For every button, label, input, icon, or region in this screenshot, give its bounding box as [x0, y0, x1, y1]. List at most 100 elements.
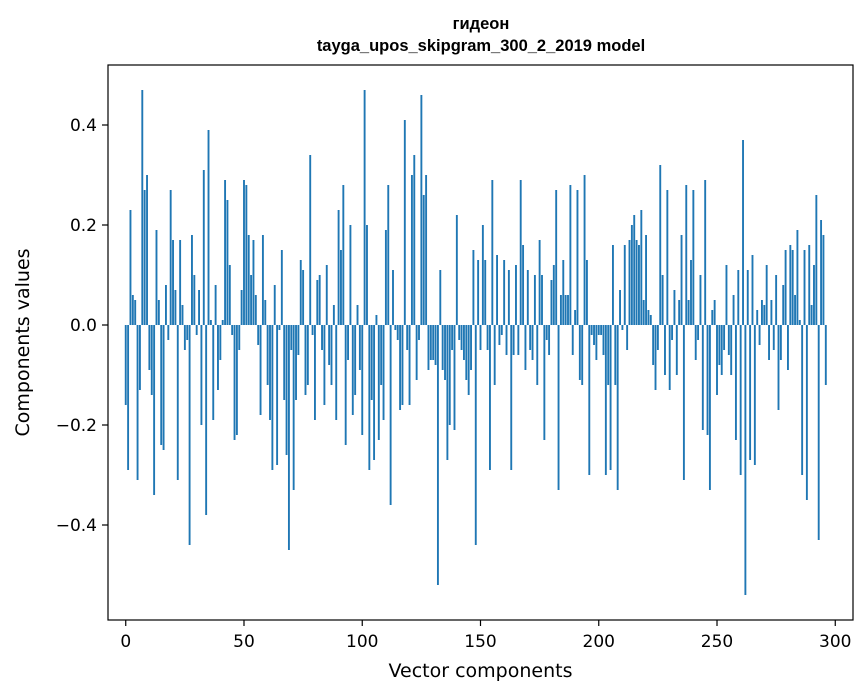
bar-229 [666, 190, 669, 325]
bar-57 [259, 325, 262, 415]
bar-261 [742, 140, 744, 325]
bar-194 [583, 175, 586, 325]
bar-266 [753, 325, 756, 465]
bar-76 [304, 325, 307, 395]
bar-51 [245, 185, 248, 325]
bar-41 [221, 320, 224, 325]
bar-283 [794, 295, 796, 325]
bar-111 [387, 185, 390, 325]
bar-1 [127, 325, 130, 470]
bar-183 [557, 325, 560, 490]
bar-205 [609, 325, 612, 470]
bar-52 [247, 235, 250, 325]
bar-237 [685, 185, 688, 325]
bar-133 [439, 270, 442, 325]
bar-236 [682, 325, 685, 480]
bar-174 [536, 325, 539, 385]
bar-27 [188, 325, 191, 545]
bar-276 [777, 325, 780, 410]
bar-164 [512, 325, 515, 355]
bar-124 [418, 325, 420, 340]
bar-163 [510, 325, 513, 470]
bar-177 [543, 325, 546, 440]
bar-197 [590, 325, 593, 335]
bar-159 [500, 325, 503, 335]
bar-43 [226, 200, 229, 325]
y-tick-label: 0.4 [70, 116, 97, 136]
bar-199 [595, 325, 598, 360]
bar-175 [538, 240, 541, 325]
bar-98 [356, 305, 359, 325]
bar-241 [694, 325, 697, 360]
bar-170 [526, 270, 529, 325]
bar-127 [425, 175, 428, 325]
bar-67 [283, 325, 286, 400]
bar-215 [633, 215, 636, 325]
bar-223 [652, 325, 655, 365]
bar-62 [271, 325, 274, 470]
bar-142 [460, 325, 463, 350]
bar-29 [193, 275, 196, 325]
bar-121 [410, 175, 413, 325]
bar-50 [243, 180, 245, 325]
bar-273 [770, 300, 773, 325]
bar-146 [470, 325, 472, 370]
bar-109 [382, 325, 385, 420]
bar-264 [749, 325, 752, 460]
bar-56 [257, 325, 260, 345]
y-tick-label: 0.0 [70, 316, 97, 336]
bar-87 [330, 325, 333, 385]
bar-286 [801, 325, 804, 475]
bar-226 [659, 165, 662, 325]
bar-154 [489, 325, 491, 470]
bar-262 [744, 325, 747, 595]
bar-277 [779, 325, 782, 360]
bar-176 [541, 275, 543, 325]
bar-137 [448, 325, 451, 425]
bar-232 [673, 290, 676, 325]
bar-82 [318, 275, 321, 325]
bar-141 [458, 325, 461, 340]
bar-258 [734, 325, 737, 440]
bar-0 [124, 325, 127, 405]
bar-282 [791, 250, 794, 325]
x-tick-label: 50 [233, 632, 255, 652]
bar-200 [597, 325, 600, 335]
bar-48 [238, 325, 241, 350]
bar-72 [295, 325, 297, 400]
bar-7 [141, 90, 144, 325]
bar-263 [746, 270, 749, 325]
bar-168 [522, 245, 525, 325]
bar-66 [280, 250, 283, 325]
bar-247 [708, 325, 711, 490]
bar-189 [571, 325, 574, 355]
bar-147 [472, 250, 475, 325]
bar-70 [290, 325, 293, 350]
bar-120 [408, 325, 411, 405]
bar-81 [316, 280, 319, 325]
bar-206 [612, 245, 614, 325]
bar-106 [375, 315, 378, 325]
bar-180 [550, 280, 553, 325]
bar-63 [273, 285, 276, 325]
bar-259 [737, 270, 740, 325]
bar-250 [716, 325, 718, 395]
x-tick-label: 200 [583, 632, 615, 652]
bar-202 [602, 325, 605, 355]
bar-68 [285, 325, 288, 455]
bar-203 [604, 325, 607, 475]
bar-158 [498, 325, 501, 345]
bar-256 [730, 325, 733, 375]
bar-93 [344, 325, 347, 445]
bar-75 [302, 270, 305, 325]
bar-101 [363, 90, 366, 325]
bar-116 [399, 325, 402, 410]
bar-172 [531, 325, 534, 360]
bar-231 [671, 325, 674, 340]
plot-frame [107, 64, 854, 621]
bar-45 [231, 325, 234, 335]
bar-238 [687, 300, 690, 325]
bar-84 [323, 325, 326, 405]
bar-115 [396, 325, 399, 340]
